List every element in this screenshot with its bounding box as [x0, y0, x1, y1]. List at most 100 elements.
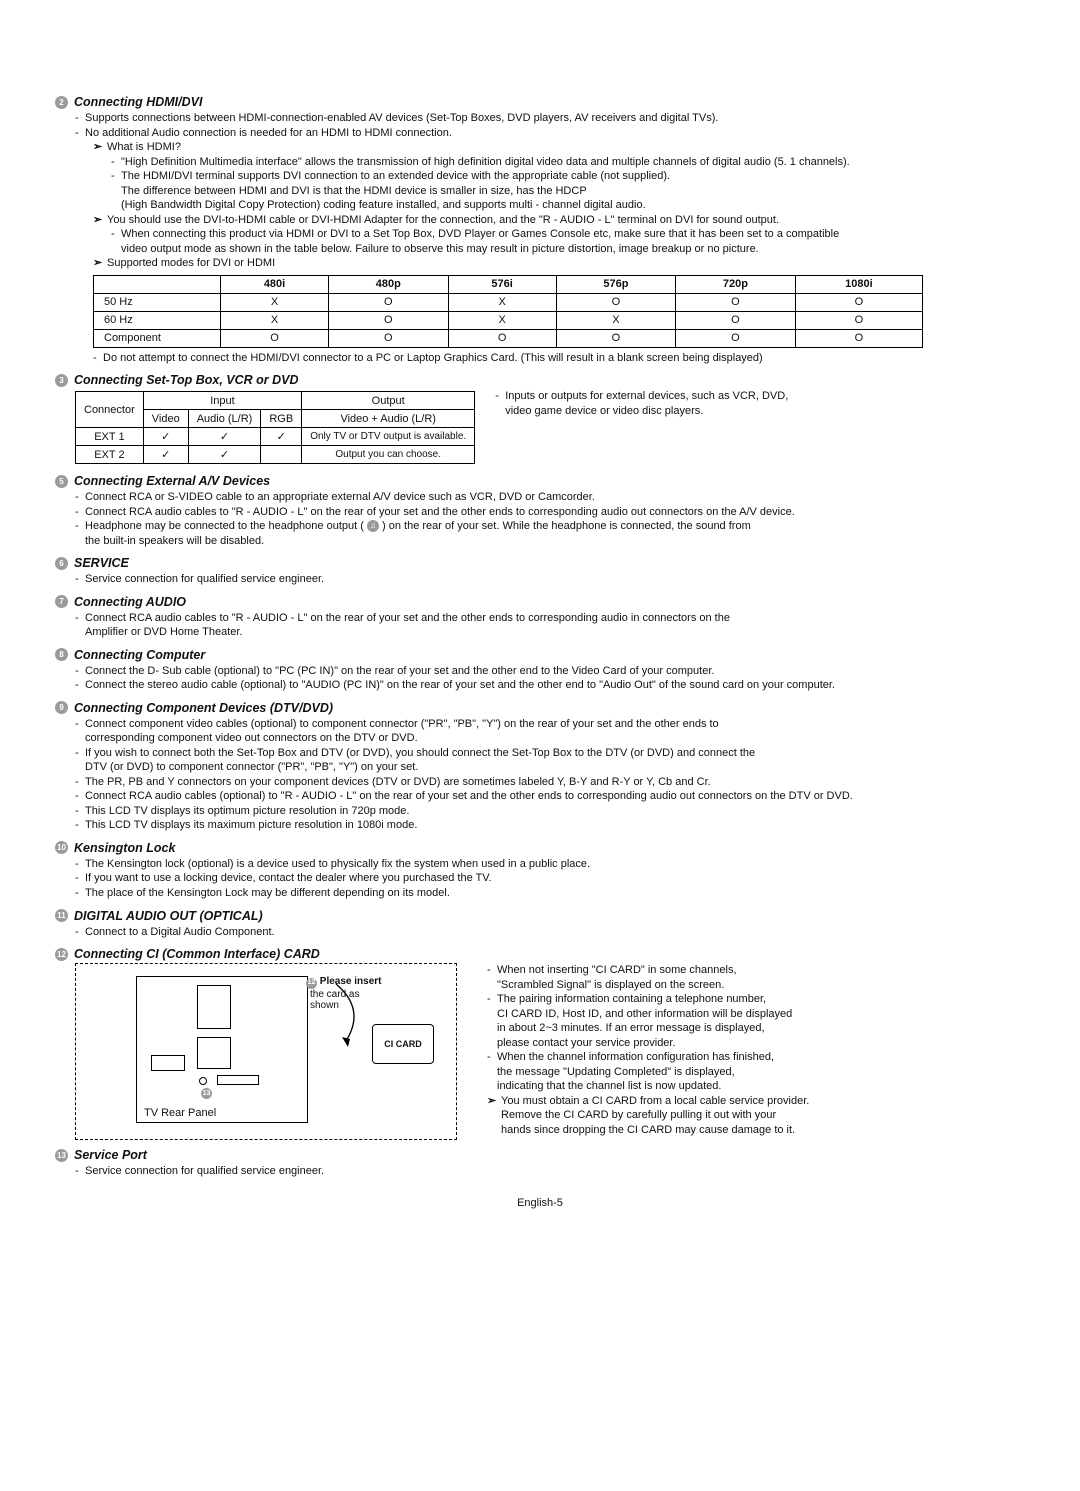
cell: O — [795, 293, 922, 311]
cell: O — [676, 293, 796, 311]
section-title-text: DIGITAL AUDIO OUT (OPTICAL) — [74, 909, 263, 923]
cell: X — [221, 293, 329, 311]
section-extav: 5Connecting External A/V Devices -Connec… — [55, 474, 1025, 548]
col-header: Audio (L/R) — [188, 410, 261, 428]
section-title-text: Connecting External A/V Devices — [74, 474, 270, 488]
section-kensington: 10Kensington Lock -The Kensington lock (… — [55, 841, 1025, 901]
section-number-badge: 6 — [55, 557, 68, 570]
body-text: Headphone may be connected to the headph… — [85, 519, 1025, 534]
body-text: Connect component video cables (optional… — [85, 717, 1025, 732]
page-footer: English-5 — [55, 1197, 1025, 1209]
cell: ✓ — [188, 446, 261, 464]
cell: O — [676, 329, 796, 347]
body-text: Do not attempt to connect the HDMI/DVI c… — [103, 351, 1025, 366]
body-text: Service connection for qualified service… — [85, 572, 1025, 587]
section-number-badge: 9 — [55, 701, 68, 714]
cell: O — [795, 329, 922, 347]
col-header: 1080i — [795, 275, 922, 293]
body-text: indicating that the channel list is now … — [497, 1079, 1025, 1094]
cell: X — [221, 311, 329, 329]
col-header: 720p — [676, 275, 796, 293]
row-label: EXT 1 — [76, 428, 144, 446]
arrow-line-icon — [306, 979, 376, 1069]
section-title-text: Connecting HDMI/DVI — [74, 95, 202, 109]
body-text: (High Bandwidth Digital Copy Protection)… — [121, 198, 1025, 213]
body-text: This LCD TV displays its optimum picture… — [85, 804, 1025, 819]
cell: X — [448, 293, 556, 311]
cell: X — [448, 311, 556, 329]
col-header: Connector — [76, 392, 144, 428]
body-text: You must obtain a CI CARD from a local c… — [501, 1094, 1025, 1109]
body-text: No additional Audio connection is needed… — [85, 126, 1025, 141]
body-text: The pairing information containing a tel… — [497, 992, 1025, 1007]
section-title-text: Connecting AUDIO — [74, 595, 186, 609]
body-text: Connect to a Digital Audio Component. — [85, 925, 1025, 940]
body-text: Inputs or outputs for external devices, … — [505, 389, 1025, 404]
section-service: 6SERVICE -Service connection for qualifi… — [55, 556, 1025, 587]
slot-icon — [197, 985, 231, 1029]
section-service-port: 13Service Port -Service connection for q… — [55, 1148, 1025, 1179]
row-label: 50 Hz — [94, 293, 221, 311]
body-text: CI CARD ID, Host ID, and other informati… — [497, 1007, 1025, 1022]
body-text: What is HDMI? — [107, 140, 1025, 155]
body-text-part: ) on the rear of your set. While the hea… — [382, 520, 751, 532]
col-header: Video + Audio (L/R) — [302, 410, 475, 428]
body-text: The Kensington lock (optional) is a devi… — [85, 857, 1025, 872]
section-title-text: SERVICE — [74, 556, 129, 570]
body-text: The HDMI/DVI terminal supports DVI conne… — [121, 169, 1025, 184]
ci-card-diagram: 13 TV Rear Panel 12 Please insert the ca… — [75, 963, 457, 1140]
body-text: video output mode as shown in the table … — [121, 242, 1025, 257]
row-label: EXT 2 — [76, 446, 144, 464]
cell: Output you can choose. — [302, 446, 475, 464]
cell: ✓ — [143, 428, 188, 446]
badge-number: 13 — [201, 1088, 212, 1099]
supported-modes-table: 480i 480p 576i 576p 720p 1080i 50 Hz XOX… — [93, 275, 923, 348]
cell: Only TV or DTV output is available. — [302, 428, 475, 446]
section-ci-card: 12Connecting CI (Common Interface) CARD … — [55, 947, 1025, 1140]
section-number-badge: 11 — [55, 909, 68, 922]
diagram-badge: 13 — [201, 1087, 212, 1099]
col-header: 480p — [329, 275, 449, 293]
body-text: video game device or video disc players. — [505, 404, 1025, 419]
body-text: DTV (or DVD) to component connector ("PR… — [85, 760, 1025, 775]
col-header: Output — [302, 392, 475, 410]
cell: O — [221, 329, 329, 347]
section-title: 2 Connecting HDMI/DVI — [55, 95, 1025, 109]
cell: O — [676, 311, 796, 329]
body-text: This LCD TV displays its maximum picture… — [85, 818, 1025, 833]
section-audio: 7Connecting AUDIO -Connect RCA audio cab… — [55, 595, 1025, 640]
cell: O — [556, 293, 676, 311]
body-text: Supported modes for DVI or HDMI — [107, 256, 1025, 271]
section-number-badge: 2 — [55, 96, 68, 109]
body-text: Connect RCA audio cables (optional) to "… — [85, 789, 1025, 804]
cell: X — [556, 311, 676, 329]
body-text: Supports connections between HDMI-connec… — [85, 111, 1025, 126]
body-text: please contact your service provider. — [497, 1036, 1025, 1051]
section-number-badge: 12 — [55, 948, 68, 961]
body-text-part: Headphone may be connected to the headph… — [85, 520, 364, 532]
body-text: "Scrambled Signal" is displayed on the s… — [497, 978, 1025, 993]
row-label: 60 Hz — [94, 311, 221, 329]
section-number-badge: 7 — [55, 595, 68, 608]
body-text: Connect the stereo audio cable (optional… — [85, 678, 1025, 693]
body-text: You should use the DVI-to-HDMI cable or … — [107, 213, 1025, 228]
section-title-text: Connecting CI (Common Interface) CARD — [74, 947, 320, 961]
section-number-badge: 3 — [55, 374, 68, 387]
col-header: RGB — [261, 410, 302, 428]
manual-page: 2 Connecting HDMI/DVI -Supports connecti… — [0, 0, 1080, 1259]
body-text: Service connection for qualified service… — [85, 1164, 1025, 1179]
section-title-text: Connecting Component Devices (DTV/DVD) — [74, 701, 333, 715]
tv-rear-panel-label: TV Rear Panel — [144, 1107, 216, 1119]
ext-connector-table: ConnectorInputOutput VideoAudio (L/R)RGB… — [75, 391, 475, 464]
headphone-icon: ♫ — [367, 520, 379, 532]
cell — [261, 446, 302, 464]
body-text: hands since dropping the CI CARD may cau… — [501, 1123, 1025, 1138]
ci-card-icon: CI CARD — [372, 1024, 434, 1064]
cell: O — [329, 329, 449, 347]
col-header: Input — [143, 392, 301, 410]
body-text: The difference between HDMI and DVI is t… — [121, 184, 1025, 199]
slot-icon — [197, 1037, 231, 1069]
col-header: 576p — [556, 275, 676, 293]
body-text: Remove the CI CARD by carefully pulling … — [501, 1108, 1025, 1123]
tv-rear-panel-outline: 13 — [136, 976, 308, 1123]
